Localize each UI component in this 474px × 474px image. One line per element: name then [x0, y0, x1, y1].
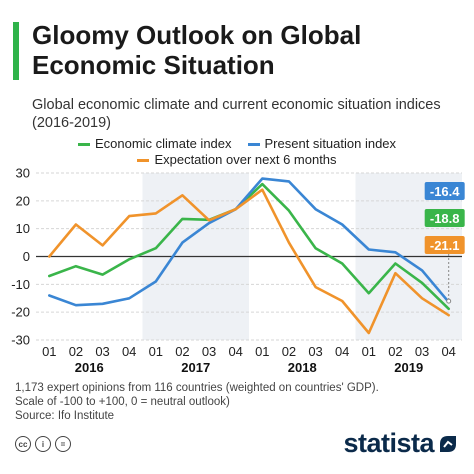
- x-tick-label: 04: [122, 344, 136, 359]
- statista-logo-mark-icon: [440, 435, 456, 452]
- series-line-1: [47, 177, 451, 307]
- y-tick-label: -30: [11, 333, 30, 348]
- chart-footer: 1,173 expert opinions from 116 countries…: [15, 381, 379, 423]
- no-derivatives-icon[interactable]: =: [55, 436, 71, 452]
- footer-source: Source: Ifo Institute: [15, 410, 115, 422]
- x-tick-label: 02: [175, 344, 189, 359]
- legend-swatch-present-situation: [247, 142, 260, 146]
- y-tick-label: 30: [16, 166, 30, 181]
- line-chart: 30 20 10 0 -10 -20 -30 01 02 03 04 01 02 03 04 01 02 03 04…: [11, 166, 465, 375]
- legend-label-economic-climate: Economic climate index: [94, 136, 232, 151]
- title-accent-bar: [13, 22, 19, 80]
- year-label: 2016: [75, 360, 104, 375]
- annotation-label: -21.1: [430, 238, 460, 253]
- y-tick-label: -10: [11, 277, 30, 292]
- annotation-badge: [424, 182, 465, 200]
- x-tick-label: 01: [42, 344, 56, 359]
- x-tick-label: 01: [362, 344, 376, 359]
- x-tick-label: 04: [228, 344, 242, 359]
- x-tick-label: 02: [282, 344, 296, 359]
- x-tick-label: 02: [388, 344, 402, 359]
- statista-logo[interactable]: statista: [343, 428, 458, 459]
- creative-commons-icon[interactable]: cc: [15, 436, 31, 452]
- chart-subtitle: Global economic climate and current econ…: [32, 97, 441, 131]
- annotation-badge: [424, 209, 465, 227]
- annotation-label: -18.8: [430, 211, 460, 226]
- y-tick-label: 0: [23, 249, 30, 264]
- x-tick-label: 03: [308, 344, 322, 359]
- x-tick-label: 04: [335, 344, 349, 359]
- legend-label-present-situation: Present situation index: [264, 136, 397, 151]
- attribution-icon[interactable]: i: [35, 436, 51, 452]
- legend-swatch-expectation: [137, 158, 150, 162]
- y-tick-label: -20: [11, 305, 30, 320]
- annotation-label: -16.4: [430, 184, 460, 199]
- y-tick-label: 20: [16, 193, 30, 208]
- y-tick-label: 10: [16, 221, 30, 236]
- legend: Economic climate index Present situation…: [0, 136, 474, 168]
- year-label: 2017: [181, 360, 210, 375]
- legend-item-economic-climate: Economic climate index: [77, 136, 232, 152]
- legend-label-expectation: Expectation over next 6 months: [154, 152, 337, 167]
- x-tick-label: 03: [415, 344, 429, 359]
- x-tick-label: 01: [255, 344, 269, 359]
- annotation-badge: [424, 236, 465, 254]
- series-line-0: [47, 182, 451, 311]
- footer-note-line2: Scale of -100 to +100, 0 = neutral outlo…: [15, 396, 230, 408]
- legend-item-present-situation: Present situation index: [247, 136, 397, 152]
- x-tick-label: 04: [441, 344, 455, 359]
- x-tick-label: 03: [95, 344, 109, 359]
- x-tick-label: 01: [149, 344, 163, 359]
- footer-note-line1: 1,173 expert opinions from 116 countries…: [15, 382, 379, 394]
- annotation-connector-dot: [446, 298, 452, 304]
- year-label: 2018: [288, 360, 317, 375]
- license-icons: cc i =: [15, 436, 71, 452]
- x-tick-label: 03: [202, 344, 216, 359]
- year-label: 2019: [394, 360, 423, 375]
- chart-title: Gloomy Outlook on Global Economic Situat…: [32, 20, 362, 80]
- series-line-2: [47, 188, 451, 335]
- legend-swatch-economic-climate: [77, 142, 90, 146]
- legend-item-expectation: Expectation over next 6 months: [137, 152, 337, 168]
- brand-name: statista: [343, 428, 434, 458]
- x-tick-label: 02: [69, 344, 83, 359]
